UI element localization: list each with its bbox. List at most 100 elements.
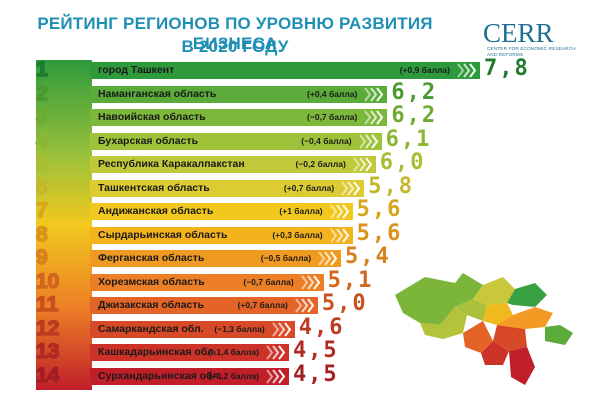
bar: Бухарская область (−0,4 балла) bbox=[90, 132, 382, 150]
change-label: (+0,4 балла) bbox=[307, 88, 358, 99]
change-label: (+0,7 балла) bbox=[237, 300, 288, 310]
chart-title-line-2: В 2020 ГОДУ bbox=[181, 37, 289, 56]
chevron-arrows-icon bbox=[300, 274, 320, 290]
bar-fill bbox=[90, 226, 353, 244]
rank-number: 11 bbox=[35, 292, 59, 317]
region-label: Наманганская область bbox=[98, 87, 217, 100]
score-value: 6,2 bbox=[391, 79, 438, 105]
rank-number: 1 bbox=[35, 57, 48, 82]
score-value: 5,0 bbox=[321, 291, 368, 316]
region-label: Навоийская область bbox=[98, 111, 206, 123]
region-label: Самаркандская обл. bbox=[98, 322, 204, 335]
change-label: (+0,3 балла) bbox=[272, 229, 323, 240]
bar: Навоийская область (−0,7 балла) bbox=[90, 109, 388, 126]
score-value: 6,0 bbox=[379, 150, 426, 175]
region-label: город Ташкент bbox=[98, 64, 175, 76]
bar: Хорезмская область (−0,7 балла) bbox=[90, 273, 324, 291]
change-label: (−0,7 балла) bbox=[307, 112, 358, 122]
bar: Сурхандарьинская обл. (+0,2 балла) bbox=[90, 367, 289, 385]
region-label: Сурхандарьинская обл. bbox=[98, 369, 222, 382]
rank-number: 7 bbox=[35, 198, 48, 223]
rank-number: 13 bbox=[35, 339, 60, 364]
change-label: (+0,7 балла) bbox=[283, 182, 335, 193]
rank-number: 9 bbox=[35, 245, 48, 270]
rank-number: 5 bbox=[35, 151, 48, 176]
bar-fill bbox=[90, 320, 295, 338]
score-value: 4,6 bbox=[298, 314, 345, 340]
chevron-arrows-icon bbox=[266, 345, 286, 360]
uzbekistan-map bbox=[395, 273, 573, 385]
bar-fill bbox=[90, 62, 480, 79]
region-label: Джизакская область bbox=[98, 299, 204, 311]
score-value: 5,4 bbox=[345, 244, 391, 269]
rank-number: 2 bbox=[35, 81, 48, 106]
rank-number: 10 bbox=[35, 269, 60, 294]
score-value: 5,1 bbox=[327, 267, 374, 293]
logo-wordmark: CERR bbox=[483, 18, 554, 48]
bar-fill bbox=[90, 297, 318, 314]
change-label: (+0,2 балла) bbox=[208, 370, 259, 381]
region-label: Кашкадарьинская обл. bbox=[98, 346, 217, 358]
bar-fill bbox=[90, 344, 289, 361]
score-value: 5,6 bbox=[356, 197, 403, 222]
region-label: Хорезмская область bbox=[98, 275, 205, 288]
chevron-arrows-icon bbox=[329, 227, 349, 243]
change-label: (−0,5 балла) bbox=[260, 253, 312, 263]
bar-fill bbox=[90, 273, 324, 291]
chevron-arrows-icon bbox=[271, 321, 291, 337]
region-label: Республика Каракалпакстан bbox=[98, 158, 245, 170]
bar-fill bbox=[90, 203, 353, 220]
change-label: (+0,9 балла) bbox=[399, 65, 450, 75]
change-label: (−1,4 балла) bbox=[208, 347, 259, 357]
bar: Андижанская область (+1 балла) bbox=[90, 203, 353, 220]
rank-column-gradient bbox=[36, 60, 92, 390]
bar-fill bbox=[90, 156, 376, 173]
bar: Самаркандская обл. (−1,3 балла) bbox=[90, 320, 295, 338]
chevron-arrows-icon bbox=[358, 133, 378, 149]
change-label: (−0,7 балла) bbox=[243, 276, 294, 287]
score-value: 4,5 bbox=[292, 338, 339, 363]
score-value: 7,8 bbox=[484, 56, 530, 81]
region-label: Ташкентская область bbox=[98, 181, 210, 194]
bar-fill bbox=[90, 109, 388, 126]
score-value: 5,8 bbox=[368, 173, 414, 199]
bar: Сырдарьинская область (+0,3 балла) bbox=[90, 226, 353, 244]
bar: Республика Каракалпакстан (−0,2 балла) bbox=[90, 156, 376, 173]
chevron-arrows-icon bbox=[318, 251, 338, 266]
bar: Ферганская область (−0,5 балла) bbox=[90, 250, 342, 267]
chevron-arrows-icon bbox=[341, 180, 361, 196]
bar: город Ташкент (+0,9 балла) bbox=[90, 62, 480, 79]
rank-number: 6 bbox=[35, 175, 48, 200]
chart-title-line-1: РЕЙТИНГ РЕГИОНОВ ПО УРОВНЮ РАЗВИТИЯ БИЗН… bbox=[37, 14, 433, 53]
rank-number: 14 bbox=[35, 363, 60, 388]
rank-number: 8 bbox=[35, 222, 48, 247]
rank-number: 3 bbox=[35, 104, 48, 129]
region-label: Сырдарьинская область bbox=[98, 228, 228, 241]
bar-fill bbox=[90, 132, 382, 150]
chevron-arrows-icon bbox=[352, 157, 373, 172]
score-value: 6,2 bbox=[391, 103, 438, 128]
chevron-arrows-icon bbox=[457, 63, 477, 78]
cerr-logo: CERR Center for economic research and re… bbox=[483, 18, 583, 60]
change-label: (−0,2 балла) bbox=[295, 159, 346, 169]
change-label: (−0,4 балла) bbox=[301, 135, 352, 146]
bar: Джизакская область (+0,7 балла) bbox=[90, 297, 318, 314]
chevron-arrows-icon bbox=[364, 86, 384, 102]
rank-number: 12 bbox=[35, 316, 60, 341]
bar: Наманганская область (+0,4 балла) bbox=[90, 85, 388, 103]
region-label: Бухарская область bbox=[98, 134, 199, 147]
bar-fill bbox=[90, 179, 365, 197]
chevron-arrows-icon bbox=[295, 298, 315, 313]
rank-number: 4 bbox=[35, 128, 48, 153]
logo-subtitle: Center for economic research and reforms bbox=[487, 46, 576, 57]
chevron-arrows-icon bbox=[266, 368, 286, 384]
region-label: Андижанская область bbox=[98, 205, 214, 217]
bar-fill bbox=[90, 250, 342, 267]
change-label: (+1 балла) bbox=[279, 206, 323, 216]
chevron-arrows-icon bbox=[364, 110, 384, 125]
bar: Кашкадарьинская обл. (−1,4 балла) bbox=[90, 344, 289, 361]
region-label: Ферганская область bbox=[98, 252, 205, 264]
score-value: 4,5 bbox=[292, 361, 339, 387]
score-value: 5,6 bbox=[356, 220, 403, 246]
chevron-arrows-icon bbox=[329, 204, 349, 219]
